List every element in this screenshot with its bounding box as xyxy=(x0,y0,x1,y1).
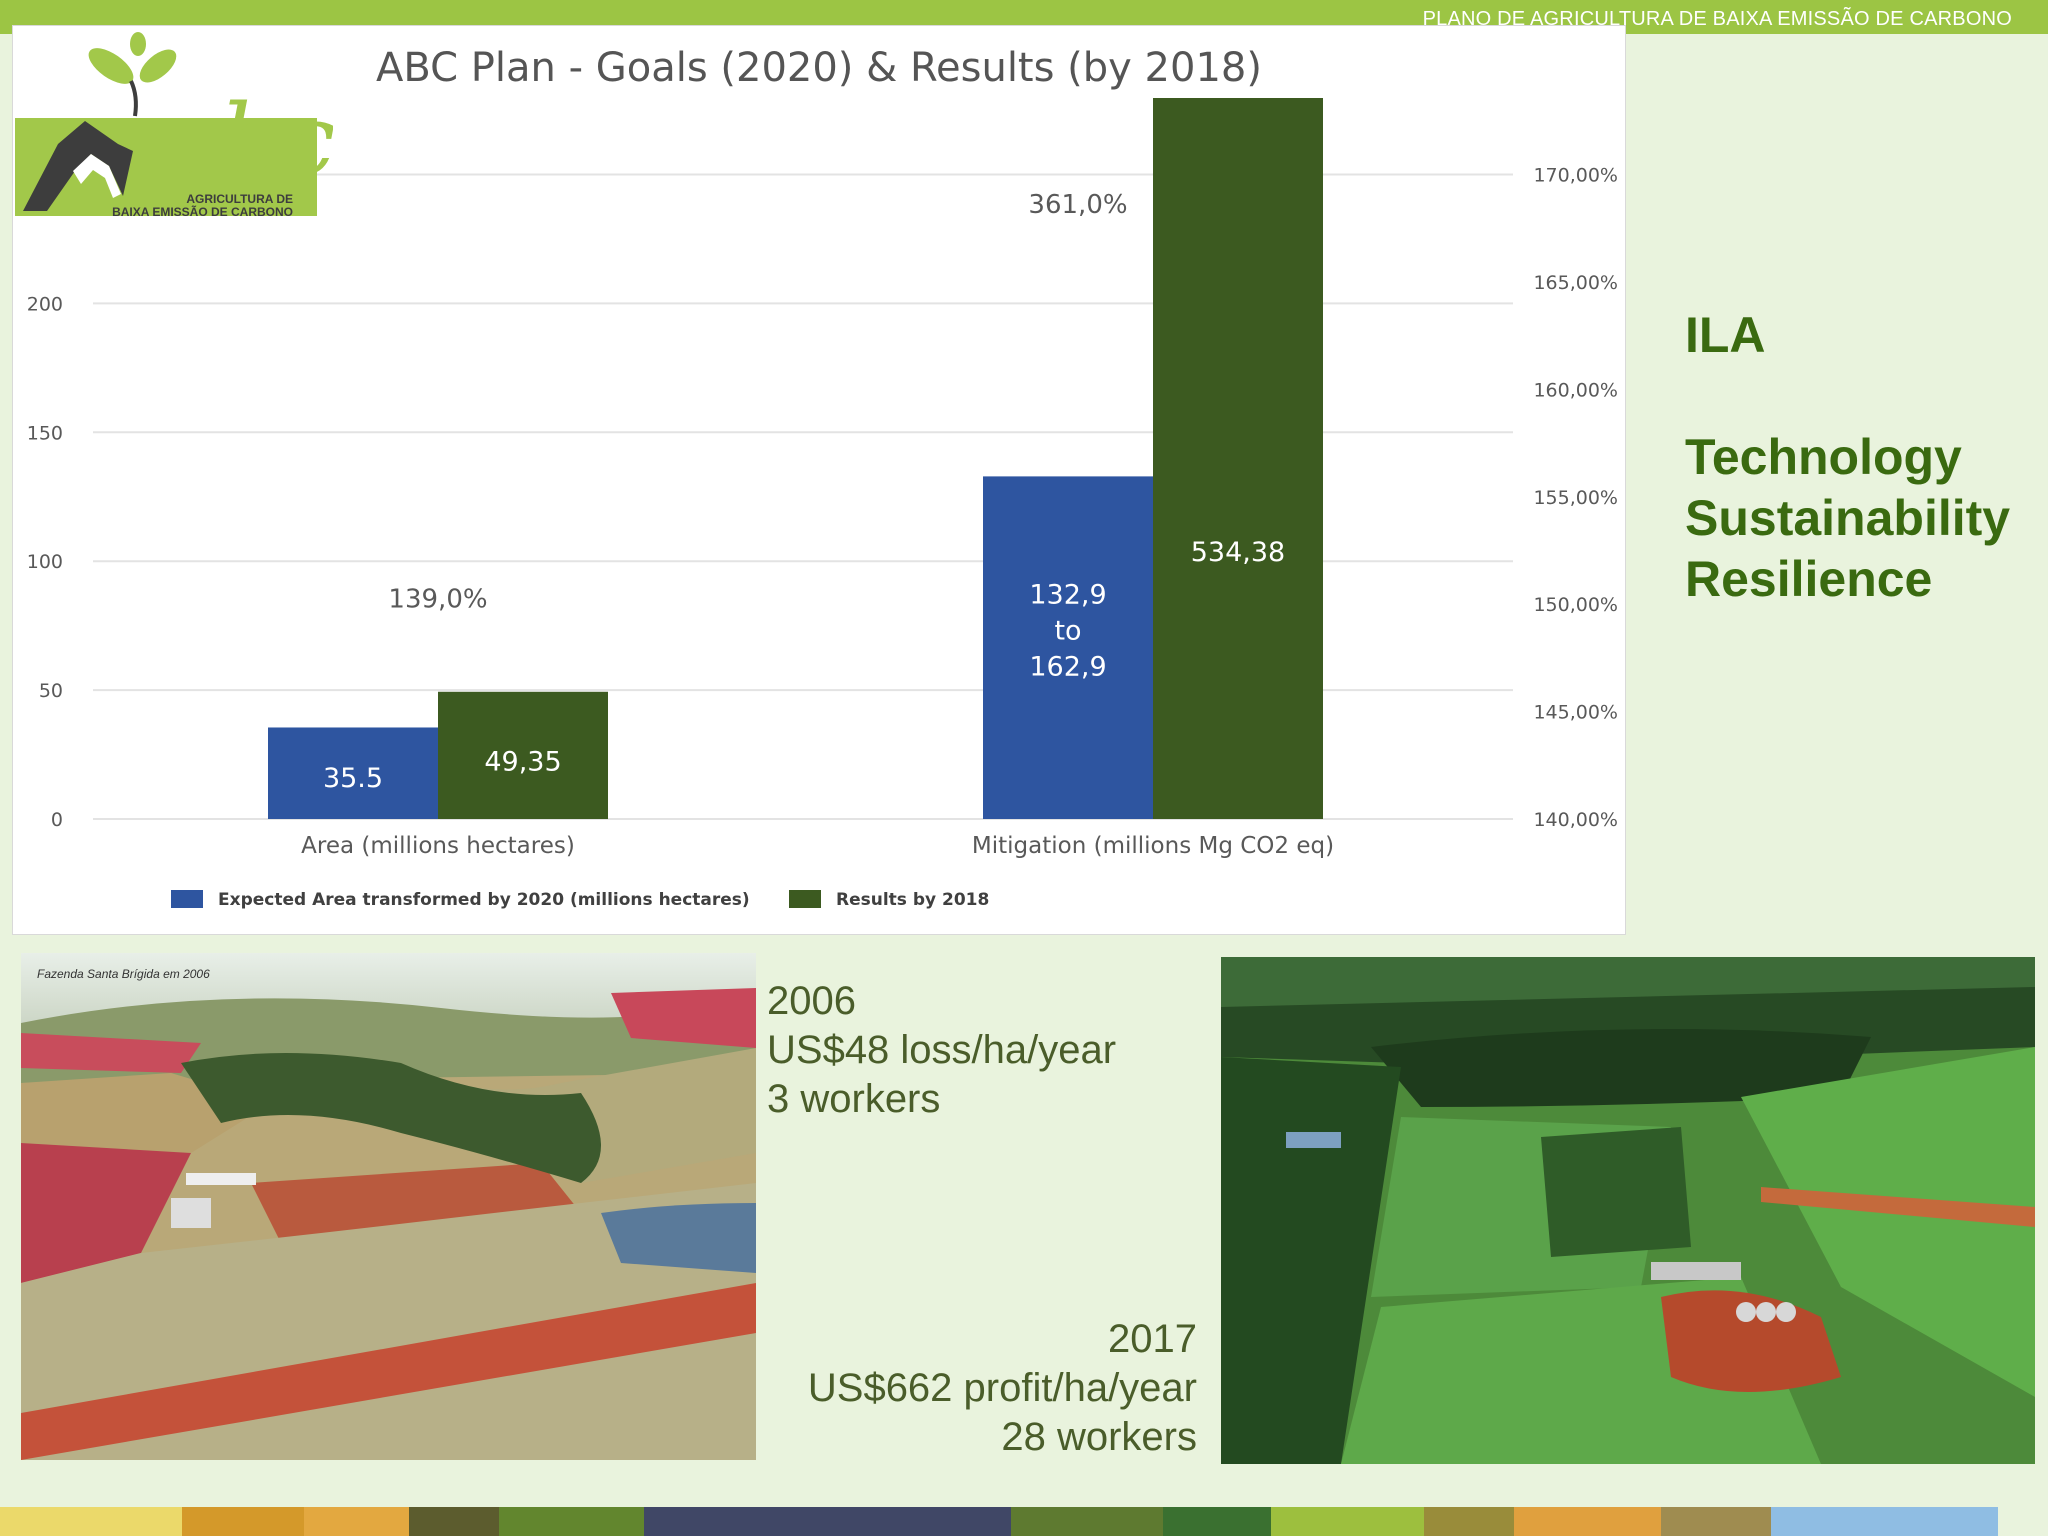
legend-swatch xyxy=(789,890,821,908)
category-label: Mitigation (millions Mg CO2 eq) xyxy=(972,833,1334,859)
bar-results-0 xyxy=(438,691,608,819)
y-tick-label: 100 xyxy=(27,551,63,573)
workers-2006: 3 workers xyxy=(767,1077,941,1121)
y-tick-label: 200 xyxy=(27,293,63,315)
stripe-segment xyxy=(1661,1507,1771,1536)
farm-photo-2006: Fazenda Santa Brígida em 2006 xyxy=(21,953,756,1460)
abc-logo: abc AGRICULTURA DE BAIXA EMISSÃO DE CARB… xyxy=(15,32,333,219)
stripe-segment xyxy=(182,1507,304,1536)
logo-stem xyxy=(129,80,138,117)
y-tick-label: 50 xyxy=(39,680,63,702)
ila-label: ILA xyxy=(1685,307,1766,363)
stripe-segment xyxy=(1514,1507,1661,1536)
bar-data-label: to xyxy=(1054,616,1081,647)
stripe-segment xyxy=(409,1507,499,1536)
resilience-label: Resilience xyxy=(1685,551,1933,607)
bar-expected-1 xyxy=(983,476,1153,819)
technology-label: Technology xyxy=(1685,429,1962,485)
workers-2017: 28 workers xyxy=(1001,1415,1197,1459)
percent-label: 361,0% xyxy=(1028,190,1127,220)
bar-data-label: 49,35 xyxy=(484,747,561,778)
bar-results-1 xyxy=(1153,98,1323,819)
chart-title: ABC Plan - Goals (2020) & Results (by 20… xyxy=(376,45,1262,91)
info-2006: 2006 US$48 loss/ha/year 3 workers xyxy=(767,977,1116,1124)
stripe-segment xyxy=(1163,1507,1271,1536)
y2-tick-label: 140,00% xyxy=(1533,809,1618,831)
stripe-segment xyxy=(304,1507,409,1536)
logo-leaf-left xyxy=(88,48,134,84)
stripe-segment xyxy=(1011,1507,1163,1536)
year-2006: 2006 xyxy=(767,979,856,1023)
year-2017: 2017 xyxy=(1108,1317,1197,1361)
stripe-segment xyxy=(0,1507,182,1536)
legend-label: Expected Area transformed by 2020 (milli… xyxy=(218,890,750,910)
logo-subtitle-line1: AGRICULTURA DE xyxy=(186,192,293,206)
farm-photo-2017 xyxy=(1221,957,2035,1464)
info-2017: 2017 US$662 profit/ha/year 28 workers xyxy=(808,1315,1197,1462)
bar-data-label: 162,9 xyxy=(1029,652,1106,683)
economics-2017: US$662 profit/ha/year xyxy=(807,1366,1197,1410)
chart-legend: Expected Area transformed by 2020 (milli… xyxy=(171,890,989,910)
legend-label: Results by 2018 xyxy=(836,890,989,910)
sustainability-label: Sustainability xyxy=(1685,490,2011,546)
y2-tick-label: 150,00% xyxy=(1533,594,1618,616)
y2-tick-label: 155,00% xyxy=(1533,487,1618,509)
chart-bars xyxy=(268,98,1323,819)
percent-label: 139,0% xyxy=(388,584,487,614)
stripe-segment xyxy=(1424,1507,1514,1536)
stripe-segment xyxy=(1771,1507,1998,1536)
header-text: PLANO DE AGRICULTURA DE BAIXA EMISSÃO DE… xyxy=(1422,8,2012,30)
chart-panel: ABC Plan - Goals (2020) & Results (by 20… xyxy=(12,25,1626,935)
logo-wordmark: abc xyxy=(163,84,333,196)
bottom-color-stripe xyxy=(0,1507,2048,1536)
category-label: Area (millions hectares) xyxy=(301,833,575,859)
side-text: ILA Technology Sustainability Resilience xyxy=(1685,305,2010,610)
logo-snow xyxy=(73,154,121,198)
logo-subtitle-line2: BAIXA EMISSÃO DE CARBONO xyxy=(112,204,293,219)
legend-swatch xyxy=(171,890,203,908)
y-tick-label: 150 xyxy=(27,422,63,444)
logo-leaf-top xyxy=(130,32,146,56)
chart-grid: 050100150200250140,00%145,00%150,00%155,… xyxy=(27,165,1618,831)
stripe-segment xyxy=(644,1507,1011,1536)
logo-leaf-right xyxy=(139,49,177,83)
bar-data-label: 132,9 xyxy=(1029,580,1106,611)
bar-data-label: 534,38 xyxy=(1191,537,1285,568)
y2-tick-label: 145,00% xyxy=(1533,702,1618,724)
bar-expected-0 xyxy=(268,727,438,819)
bar-data-label: 35.5 xyxy=(323,763,383,794)
economics-2006: US$48 loss/ha/year xyxy=(767,1028,1117,1072)
logo-mountain xyxy=(23,121,133,211)
y2-tick-label: 160,00% xyxy=(1533,379,1618,401)
stripe-segment xyxy=(1271,1507,1424,1536)
chart-labels: 35.5 49,35 139,0% Area (millions hectares) 1… xyxy=(301,190,1334,859)
y2-tick-label: 165,00% xyxy=(1533,272,1618,294)
y-tick-label: 0 xyxy=(51,809,63,831)
y2-tick-label: 170,00% xyxy=(1533,165,1618,187)
photo-caption-2006: Fazenda Santa Brígida em 2006 xyxy=(37,967,210,981)
stripe-segment xyxy=(499,1507,644,1536)
